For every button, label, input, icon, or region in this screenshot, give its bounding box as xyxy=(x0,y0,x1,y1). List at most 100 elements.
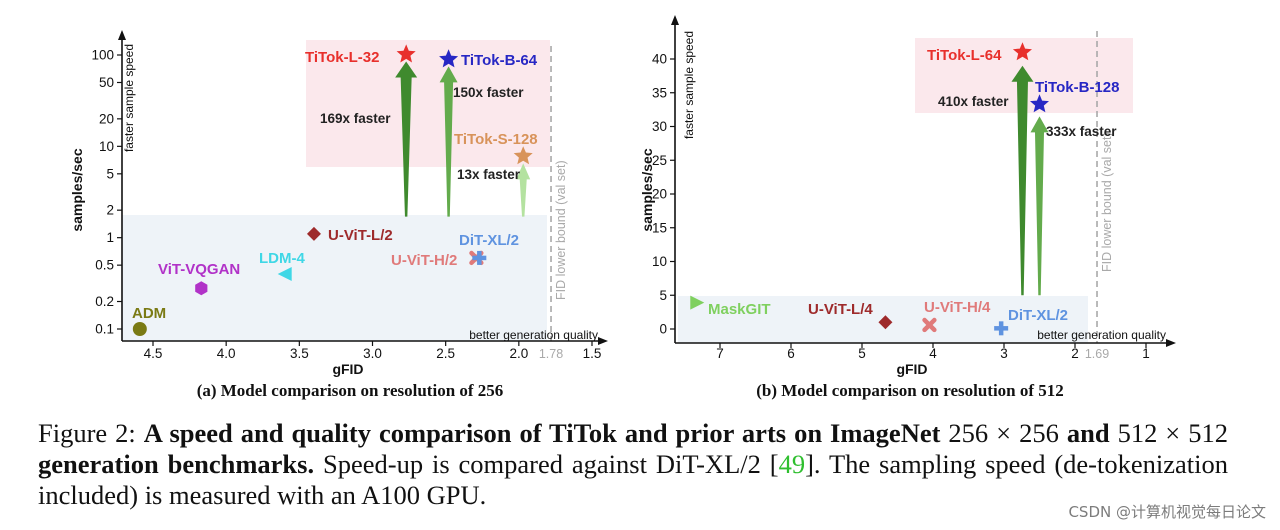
figure-canvas: FID lower bound (val set) 1.78 4.5 4.0 3.5 3.… xyxy=(69,15,1176,400)
y-tick-label: 5 xyxy=(659,288,667,303)
x-tick-label: 2 xyxy=(1071,346,1079,361)
data-point-titok-b-128 xyxy=(1030,94,1049,113)
point-label: TiTok-L-32 xyxy=(305,49,379,66)
caption-math-1: 256 × 256 xyxy=(940,418,1067,448)
caption-bold-3: generation benchmarks. xyxy=(38,449,315,479)
x-tick-label: 4 xyxy=(929,346,937,361)
x-tick-label: 7 xyxy=(716,346,724,361)
baseline-region xyxy=(122,215,547,341)
y-tick-label: 100 xyxy=(91,48,114,63)
x-axis-arrowhead xyxy=(598,337,608,345)
y-axis-arrowhead xyxy=(118,30,126,40)
data-point-titok-s-128 xyxy=(513,146,533,165)
point-label: DiT-XL/2 xyxy=(1008,307,1068,324)
chart-subtitle: (a) Model comparison on resolution of 25… xyxy=(197,381,504,400)
x-tick-label: 4.0 xyxy=(217,346,236,361)
speedup-arrow xyxy=(439,66,458,217)
caption-prefix: Figure 2: xyxy=(38,418,144,448)
y-tick-label: 0.2 xyxy=(95,294,114,309)
y-tick-label: 40 xyxy=(652,52,667,67)
y-tick-label: 10 xyxy=(99,139,114,154)
point-label: ADM xyxy=(132,305,166,322)
x-axis-label: gFID xyxy=(332,361,363,377)
x-arrow-label: better generation quality xyxy=(1037,328,1166,342)
watermark: CSDN @计算机视觉每日论文 xyxy=(1068,503,1266,521)
caption-text-2: ]. The sampling speed (de-tokenization i… xyxy=(38,449,1228,510)
fid-bound-tick-label: 1.78 xyxy=(539,347,563,361)
data-point-titok-b-64 xyxy=(439,49,459,68)
titok-region xyxy=(306,40,550,167)
y-tick-label: 2 xyxy=(106,203,114,218)
data-point-ldm-4 xyxy=(277,267,292,282)
y-tick-label: 20 xyxy=(652,187,667,202)
speedup-arrow xyxy=(395,61,418,217)
speedup-label: 150x faster xyxy=(453,85,524,100)
y-arrow-label: faster sample speed xyxy=(122,44,136,152)
point-label: U-ViT-L/4 xyxy=(808,301,873,318)
point-label: ViT-VQGAN xyxy=(158,261,240,278)
y-tick-label: 30 xyxy=(652,119,667,134)
y-tick-label: 10 xyxy=(652,254,667,269)
point-label: DiT-XL/2 xyxy=(459,232,519,249)
speedup-arrow xyxy=(1011,65,1034,296)
y-tick-label: 1 xyxy=(106,230,114,245)
y-axis-label: samples/sec xyxy=(69,148,85,231)
x-tick-label: 1 xyxy=(1142,346,1150,361)
x-tick-label: 2.0 xyxy=(509,346,528,361)
data-point-dit-xl-2 xyxy=(472,250,487,265)
point-label: LDM-4 xyxy=(259,250,305,267)
point-label: TiTok-L-64 xyxy=(927,47,1002,64)
point-label: U-ViT-H/2 xyxy=(391,252,457,269)
y-tick-label: 50 xyxy=(99,75,114,90)
y-tick-label: 15 xyxy=(652,220,667,235)
y-tick-label: 35 xyxy=(652,85,667,100)
caption-bold-1: A speed and quality comparison of TiTok … xyxy=(143,418,941,448)
y-tick-label: 25 xyxy=(652,153,667,168)
data-point-titok-l-64 xyxy=(1012,42,1032,61)
speedup-label: 333x faster xyxy=(1046,124,1117,139)
y-arrow-label: faster sample speed xyxy=(682,31,696,139)
x-tick-label: 3.0 xyxy=(363,346,382,361)
data-point-adm xyxy=(132,322,147,336)
x-tick-label: 6 xyxy=(787,346,795,361)
x-tick-label: 1.5 xyxy=(583,346,602,361)
data-point-u-vit-l-4 xyxy=(878,315,893,330)
fid-bound-tick-label: 1.69 xyxy=(1085,347,1109,361)
x-axis-label: gFID xyxy=(896,361,927,377)
figure-caption: Figure 2: A speed and quality comparison… xyxy=(38,418,1228,511)
y-tick-label: 0 xyxy=(659,322,667,337)
data-point-vit-vqgan xyxy=(195,281,208,296)
point-label: U-ViT-H/4 xyxy=(924,299,991,316)
data-point-u-vit-l-2 xyxy=(306,226,321,241)
chart-panel-b: FID lower bound (val set)1.697 6 5 4 3 2 10510… xyxy=(639,15,1176,400)
y-axis-label: samples/sec xyxy=(639,148,655,231)
x-axis-arrowhead xyxy=(1166,339,1176,347)
caption-text-1: Speed-up is compared against DiT-XL/2 [ xyxy=(314,449,779,479)
speedup-label: 13x faster xyxy=(457,167,521,182)
x-arrow-label: better generation quality xyxy=(469,328,598,342)
x-tick-label: 5 xyxy=(858,346,866,361)
x-tick-label: 3.5 xyxy=(290,346,309,361)
y-tick-label: 0.1 xyxy=(95,322,114,337)
caption-reference-link[interactable]: 49 xyxy=(778,449,806,479)
y-tick-label: 0.5 xyxy=(95,258,114,273)
speedup-arrow xyxy=(1030,116,1049,296)
point-label: TiTok-B-128 xyxy=(1035,79,1119,96)
point-label: MaskGIT xyxy=(708,301,771,318)
caption-math-2: 512 × 512 xyxy=(1117,418,1228,448)
x-tick-label: 3 xyxy=(1000,346,1008,361)
point-label: U-ViT-L/2 xyxy=(328,227,393,244)
data-point-dit-xl-2 xyxy=(994,321,1009,336)
y-tick-label: 20 xyxy=(99,111,114,126)
point-label: TiTok-B-64 xyxy=(461,52,538,69)
x-tick-label: 2.5 xyxy=(436,346,455,361)
chart-subtitle: (b) Model comparison on resolution of 51… xyxy=(756,381,1064,400)
data-point-titok-l-32 xyxy=(396,44,416,63)
y-tick-label: 5 xyxy=(106,166,114,181)
data-point-u-vit-h-4 xyxy=(922,317,937,333)
point-label: TiTok-S-128 xyxy=(454,131,538,148)
fid-bound-label: FID lower bound (val set) xyxy=(1100,132,1114,272)
data-point-maskgit xyxy=(690,295,705,310)
speedup-arrow xyxy=(516,163,531,217)
y-axis-arrowhead xyxy=(671,15,679,25)
